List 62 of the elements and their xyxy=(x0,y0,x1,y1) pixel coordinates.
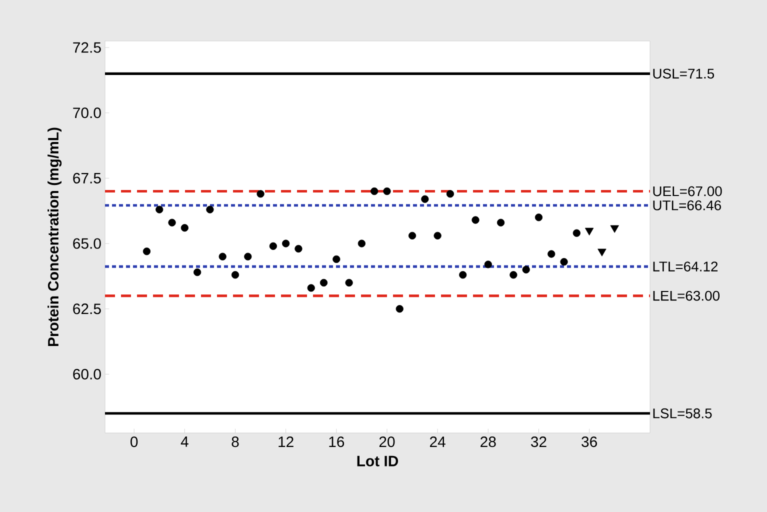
point xyxy=(156,206,164,214)
y-tick-label: 62.5 xyxy=(73,304,101,314)
point xyxy=(194,268,202,276)
point xyxy=(168,218,176,226)
point xyxy=(472,216,480,224)
point xyxy=(345,278,353,287)
point xyxy=(244,252,252,260)
point xyxy=(610,225,619,233)
point xyxy=(408,232,416,240)
y-tick-label: 65.0 xyxy=(73,238,101,249)
ref-line-label: LEL=63.00 xyxy=(653,290,720,301)
x-tick-label: 32 xyxy=(530,436,546,448)
point xyxy=(560,258,568,266)
point xyxy=(370,187,378,196)
ref-line-label: UTL=66.46 xyxy=(653,200,721,210)
y-tick-label: 60.0 xyxy=(73,368,101,380)
ref-line-label: UEL=67.00 xyxy=(653,186,722,196)
point xyxy=(269,242,277,250)
point xyxy=(332,255,340,263)
x-tick-label: 8 xyxy=(232,436,239,448)
x-tick-label: 0 xyxy=(130,436,138,448)
point xyxy=(256,190,264,198)
ref-line-label: LSL=58.5 xyxy=(653,408,712,418)
x-tick-label: 16 xyxy=(329,436,344,448)
point xyxy=(358,240,366,248)
point xyxy=(320,278,328,287)
x-axis-title: Lot ID xyxy=(357,456,398,466)
x-tick-label: 28 xyxy=(480,436,496,448)
ref-line-label: LTL=64.12 xyxy=(653,262,718,272)
point xyxy=(307,284,315,292)
point xyxy=(510,271,518,279)
point xyxy=(446,190,454,198)
point xyxy=(396,305,404,313)
point xyxy=(294,244,302,253)
y-axis-title: Protein Concentration (mg/mL) xyxy=(48,128,62,346)
point xyxy=(534,214,543,222)
point xyxy=(584,228,594,236)
point xyxy=(572,229,580,237)
y-tick-label: 72.5 xyxy=(73,42,101,53)
point xyxy=(231,271,240,279)
point xyxy=(206,206,214,214)
x-tick-label: 4 xyxy=(180,436,188,447)
point xyxy=(218,252,226,260)
point xyxy=(180,224,188,232)
point xyxy=(383,187,391,196)
point xyxy=(497,218,505,226)
ref-line-label: USL=71.5 xyxy=(653,68,714,79)
point xyxy=(282,240,290,248)
point xyxy=(548,250,556,258)
x-tick-label: 12 xyxy=(278,436,294,447)
y-tick-label: 67.5 xyxy=(73,172,101,184)
x-tick-label: 20 xyxy=(379,436,395,448)
point xyxy=(484,260,492,268)
y-tick-label: 70.0 xyxy=(73,108,101,118)
point xyxy=(522,266,530,274)
point xyxy=(142,248,151,256)
point xyxy=(434,232,442,240)
x-tick-label: 36 xyxy=(582,436,597,448)
point xyxy=(598,248,606,256)
x-tick-label: 24 xyxy=(430,436,446,447)
point xyxy=(459,271,467,279)
point xyxy=(421,195,429,203)
